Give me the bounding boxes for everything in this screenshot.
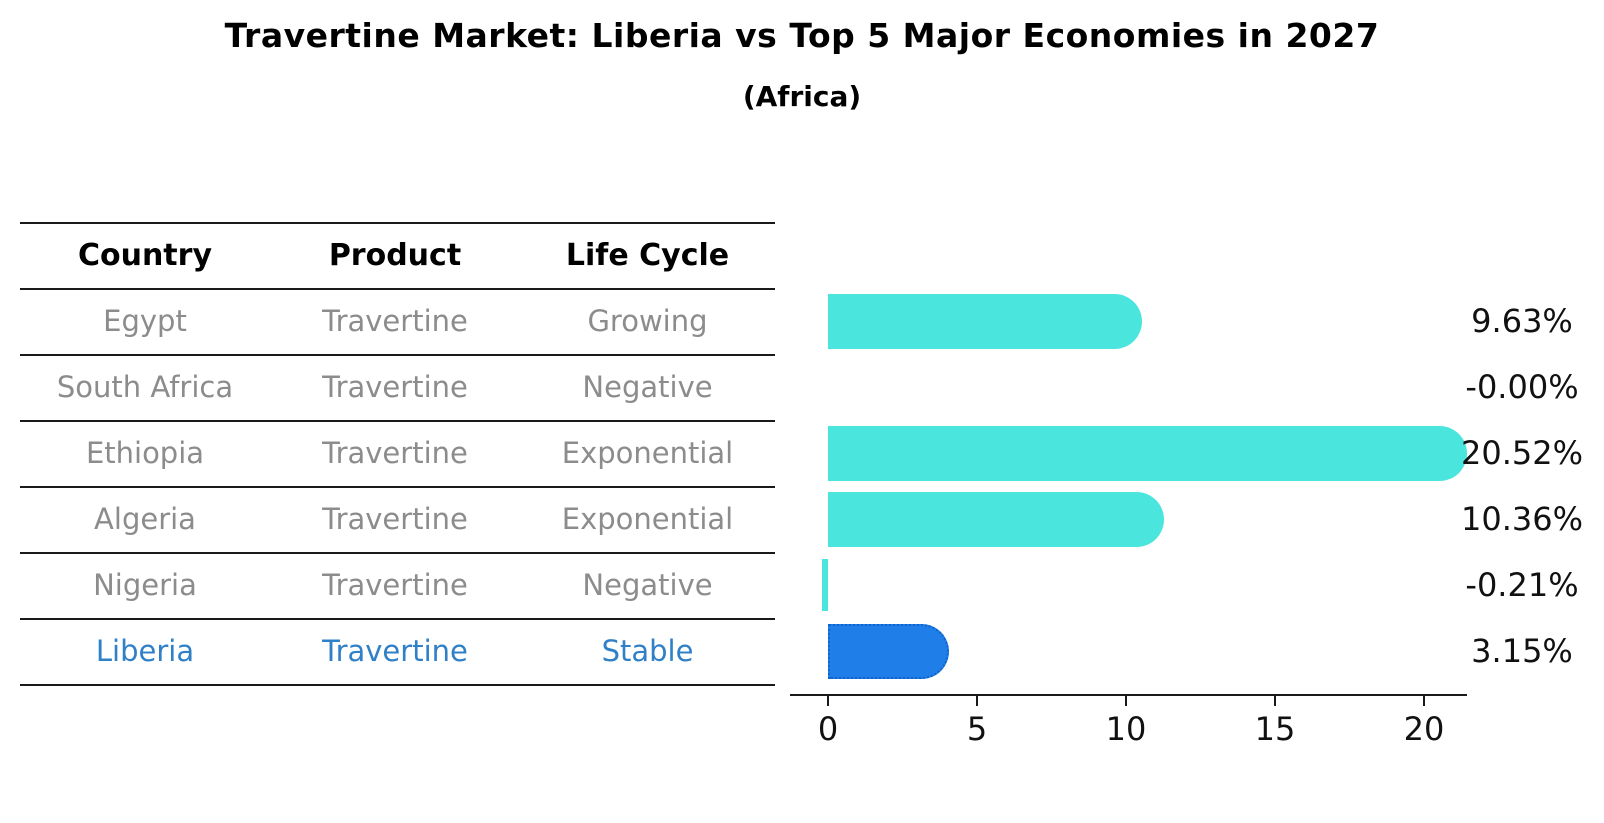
x-axis-tick (976, 696, 978, 706)
table-cell-life-cycle: Stable (601, 634, 694, 668)
table-row: Egypt Travertine Growing (20, 288, 775, 354)
value-label: 20.52% (1460, 434, 1584, 472)
table-cell-country: Liberia (95, 634, 195, 668)
table-divider-line (20, 486, 775, 488)
table-row: South Africa Travertine Negative (20, 354, 775, 420)
x-axis-tick-label: 10 (1105, 710, 1147, 748)
table-divider-line (20, 288, 775, 290)
x-axis-tick-label: 0 (817, 710, 839, 748)
table-cell-product: Travertine (322, 634, 468, 668)
value-label: -0.21% (1465, 566, 1579, 604)
bar (828, 293, 1143, 349)
table-cell-life-cycle: Growing (587, 304, 708, 338)
table-row: Ethiopia Travertine Exponential (20, 420, 775, 486)
table-divider-line (20, 552, 775, 554)
bar-negative (821, 559, 828, 611)
table-cell-country: Nigeria (93, 568, 197, 602)
value-label: 9.63% (1471, 302, 1573, 340)
x-axis-tick (1125, 696, 1127, 706)
table-divider-line (20, 684, 775, 686)
table-cell-life-cycle: Exponential (561, 436, 734, 470)
bar-highlight-liberia (828, 623, 950, 679)
table-cell-product: Travertine (322, 502, 468, 536)
table-header-country: Country (77, 237, 213, 273)
table-cell-product: Travertine (322, 304, 468, 338)
table-cell-product: Travertine (322, 436, 468, 470)
chart-subtitle: (Africa) (742, 80, 862, 113)
table-divider-line (20, 420, 775, 422)
table-cell-life-cycle: Exponential (561, 502, 734, 536)
x-axis-tick (1423, 696, 1425, 706)
value-label: 3.15% (1471, 632, 1573, 670)
chart-title: Travertine Market: Liberia vs Top 5 Majo… (224, 16, 1380, 55)
x-axis-tick (1274, 696, 1276, 706)
table-divider-line (20, 618, 775, 620)
table-cell-product: Travertine (322, 568, 468, 602)
value-label: 10.36% (1460, 500, 1584, 538)
value-label: -0.00% (1465, 368, 1579, 406)
table-cell-life-cycle: Negative (582, 370, 713, 404)
table-cell-life-cycle: Negative (582, 568, 713, 602)
x-axis-tick-label: 15 (1254, 710, 1296, 748)
x-axis-tick (827, 696, 829, 706)
table-cell-country: South Africa (56, 370, 234, 404)
bar (828, 491, 1165, 547)
table-row: Algeria Travertine Exponential (20, 486, 775, 552)
table-row: Liberia Travertine Stable (20, 618, 775, 684)
bar (828, 425, 1467, 481)
table-cell-country: Algeria (94, 502, 196, 536)
table-divider-line (20, 354, 775, 356)
table-header-life-cycle: Life Cycle (565, 237, 730, 273)
table-cell-product: Travertine (322, 370, 468, 404)
x-axis-tick-label: 5 (966, 710, 988, 748)
table-row: Nigeria Travertine Negative (20, 552, 775, 618)
table-header-product: Product (328, 237, 462, 273)
table-cell-country: Egypt (103, 304, 187, 338)
table-cell-country: Ethiopia (85, 436, 205, 470)
x-axis-line (790, 694, 1467, 696)
table-header-row: Country Product Life Cycle (20, 222, 775, 288)
table-divider-line (20, 222, 775, 224)
x-axis-tick-label: 20 (1403, 710, 1445, 748)
